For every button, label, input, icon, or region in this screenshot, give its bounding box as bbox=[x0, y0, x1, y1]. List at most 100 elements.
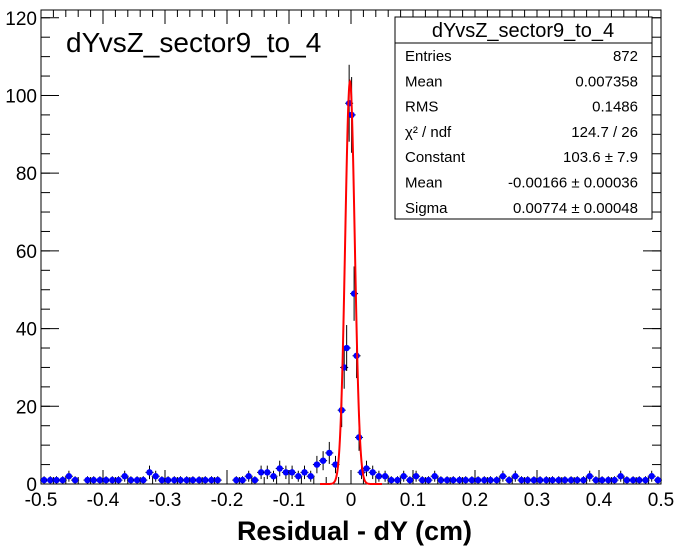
data-point bbox=[530, 476, 538, 484]
data-point bbox=[400, 473, 407, 480]
data-point bbox=[654, 476, 662, 484]
data-point bbox=[518, 476, 525, 484]
data-point bbox=[47, 476, 54, 484]
data-point bbox=[270, 473, 277, 480]
data-point bbox=[555, 476, 562, 484]
stats-rows: Entries 872 Mean 0.007358 RMS 0.1486 χ² / ndf 1… bbox=[405, 48, 638, 217]
histogram-title: dYvsZ_sector9_to_4 bbox=[66, 27, 321, 58]
data-point bbox=[127, 476, 135, 484]
data-point bbox=[171, 476, 178, 484]
data-point bbox=[343, 344, 350, 352]
data-point bbox=[65, 473, 73, 480]
data-point bbox=[375, 473, 383, 480]
stats-box-title: dYvsZ_sector9_to_4 bbox=[432, 20, 614, 42]
data-point bbox=[567, 476, 575, 484]
data-point bbox=[115, 476, 122, 484]
data-point bbox=[140, 476, 147, 484]
data-point bbox=[443, 476, 451, 484]
data-point bbox=[394, 476, 401, 484]
stats-row-label: Sigma bbox=[405, 200, 448, 217]
y-tick-label: 100 bbox=[5, 86, 37, 107]
data-point bbox=[319, 457, 327, 464]
stats-row-value: 872 bbox=[613, 48, 638, 65]
data-point bbox=[214, 476, 221, 484]
data-point bbox=[406, 476, 414, 484]
stats-row-value: 0.007358 bbox=[575, 73, 638, 90]
stats-row-value: 124.7 / 26 bbox=[571, 124, 638, 141]
stats-row-value: 0.1486 bbox=[592, 99, 638, 116]
data-point bbox=[282, 469, 290, 476]
data-point bbox=[313, 461, 321, 468]
data-point bbox=[636, 476, 643, 484]
data-point bbox=[505, 476, 513, 484]
data-point bbox=[536, 476, 544, 484]
data-point bbox=[592, 476, 600, 484]
y-tick-label: 80 bbox=[16, 164, 37, 185]
data-point bbox=[164, 476, 172, 484]
data-point bbox=[239, 476, 246, 484]
data-point bbox=[598, 476, 606, 484]
y-axis-ticks: 0 20 40 60 80 100 120 bbox=[5, 9, 661, 496]
data-point bbox=[301, 469, 308, 476]
data-point bbox=[561, 476, 569, 484]
data-point bbox=[264, 469, 271, 476]
data-point bbox=[233, 476, 240, 484]
data-point bbox=[307, 473, 314, 480]
data-point bbox=[549, 476, 556, 484]
x-axis-title: Residual - dY (cm) bbox=[237, 516, 472, 546]
stats-row-label: χ² / ndf bbox=[405, 124, 452, 141]
stats-row-label: RMS bbox=[405, 99, 438, 116]
data-point bbox=[276, 465, 283, 472]
data-point bbox=[623, 476, 631, 484]
x-tick-label: -0.4 bbox=[87, 490, 120, 511]
data-point bbox=[474, 476, 482, 484]
stats-row-label: Mean bbox=[405, 73, 443, 90]
data-point bbox=[468, 476, 476, 484]
data-point bbox=[288, 469, 296, 476]
stats-row-label: Entries bbox=[405, 48, 452, 65]
data-point bbox=[493, 476, 500, 484]
data-point bbox=[59, 476, 66, 484]
data-point bbox=[642, 476, 649, 484]
data-point bbox=[617, 473, 624, 480]
data-point bbox=[202, 476, 209, 484]
data-point bbox=[195, 476, 203, 484]
data-point bbox=[481, 476, 488, 484]
data-point bbox=[419, 476, 426, 484]
data-point bbox=[189, 476, 197, 484]
data-point bbox=[177, 476, 184, 484]
data-point bbox=[462, 476, 469, 484]
data-point bbox=[146, 469, 153, 476]
data-point bbox=[152, 473, 159, 480]
data-point bbox=[512, 473, 519, 480]
data-point bbox=[363, 465, 370, 472]
data-point bbox=[388, 476, 395, 484]
x-tick-label: -0.3 bbox=[149, 490, 182, 511]
data-point bbox=[109, 476, 116, 484]
y-tick-label: 20 bbox=[16, 397, 37, 418]
stats-row-value: -0.00166 ± 0.00036 bbox=[508, 175, 638, 192]
data-point bbox=[605, 476, 612, 484]
stats-box: dYvsZ_sector9_to_4 Entries 872 Mean 0.00735… bbox=[394, 16, 653, 220]
stats-row-label: Constant bbox=[405, 149, 466, 166]
stats-row-value: 103.6 ± 7.9 bbox=[563, 149, 638, 166]
data-point bbox=[648, 473, 655, 480]
data-point bbox=[158, 476, 166, 484]
data-point bbox=[412, 473, 420, 480]
data-point bbox=[524, 476, 531, 484]
data-point bbox=[84, 476, 91, 484]
data-point bbox=[245, 473, 252, 480]
data-point bbox=[437, 476, 445, 484]
data-point bbox=[53, 476, 60, 484]
data-point bbox=[40, 476, 48, 484]
x-tick-label: 0.4 bbox=[586, 490, 613, 511]
y-tick-label: 40 bbox=[16, 320, 37, 341]
data-point bbox=[369, 469, 376, 476]
data-point bbox=[574, 476, 581, 484]
x-tick-label: -0.2 bbox=[211, 490, 244, 511]
data-point bbox=[90, 476, 97, 484]
stats-row-value: 0.00774 ± 0.00048 bbox=[513, 200, 638, 217]
data-point bbox=[431, 473, 438, 480]
